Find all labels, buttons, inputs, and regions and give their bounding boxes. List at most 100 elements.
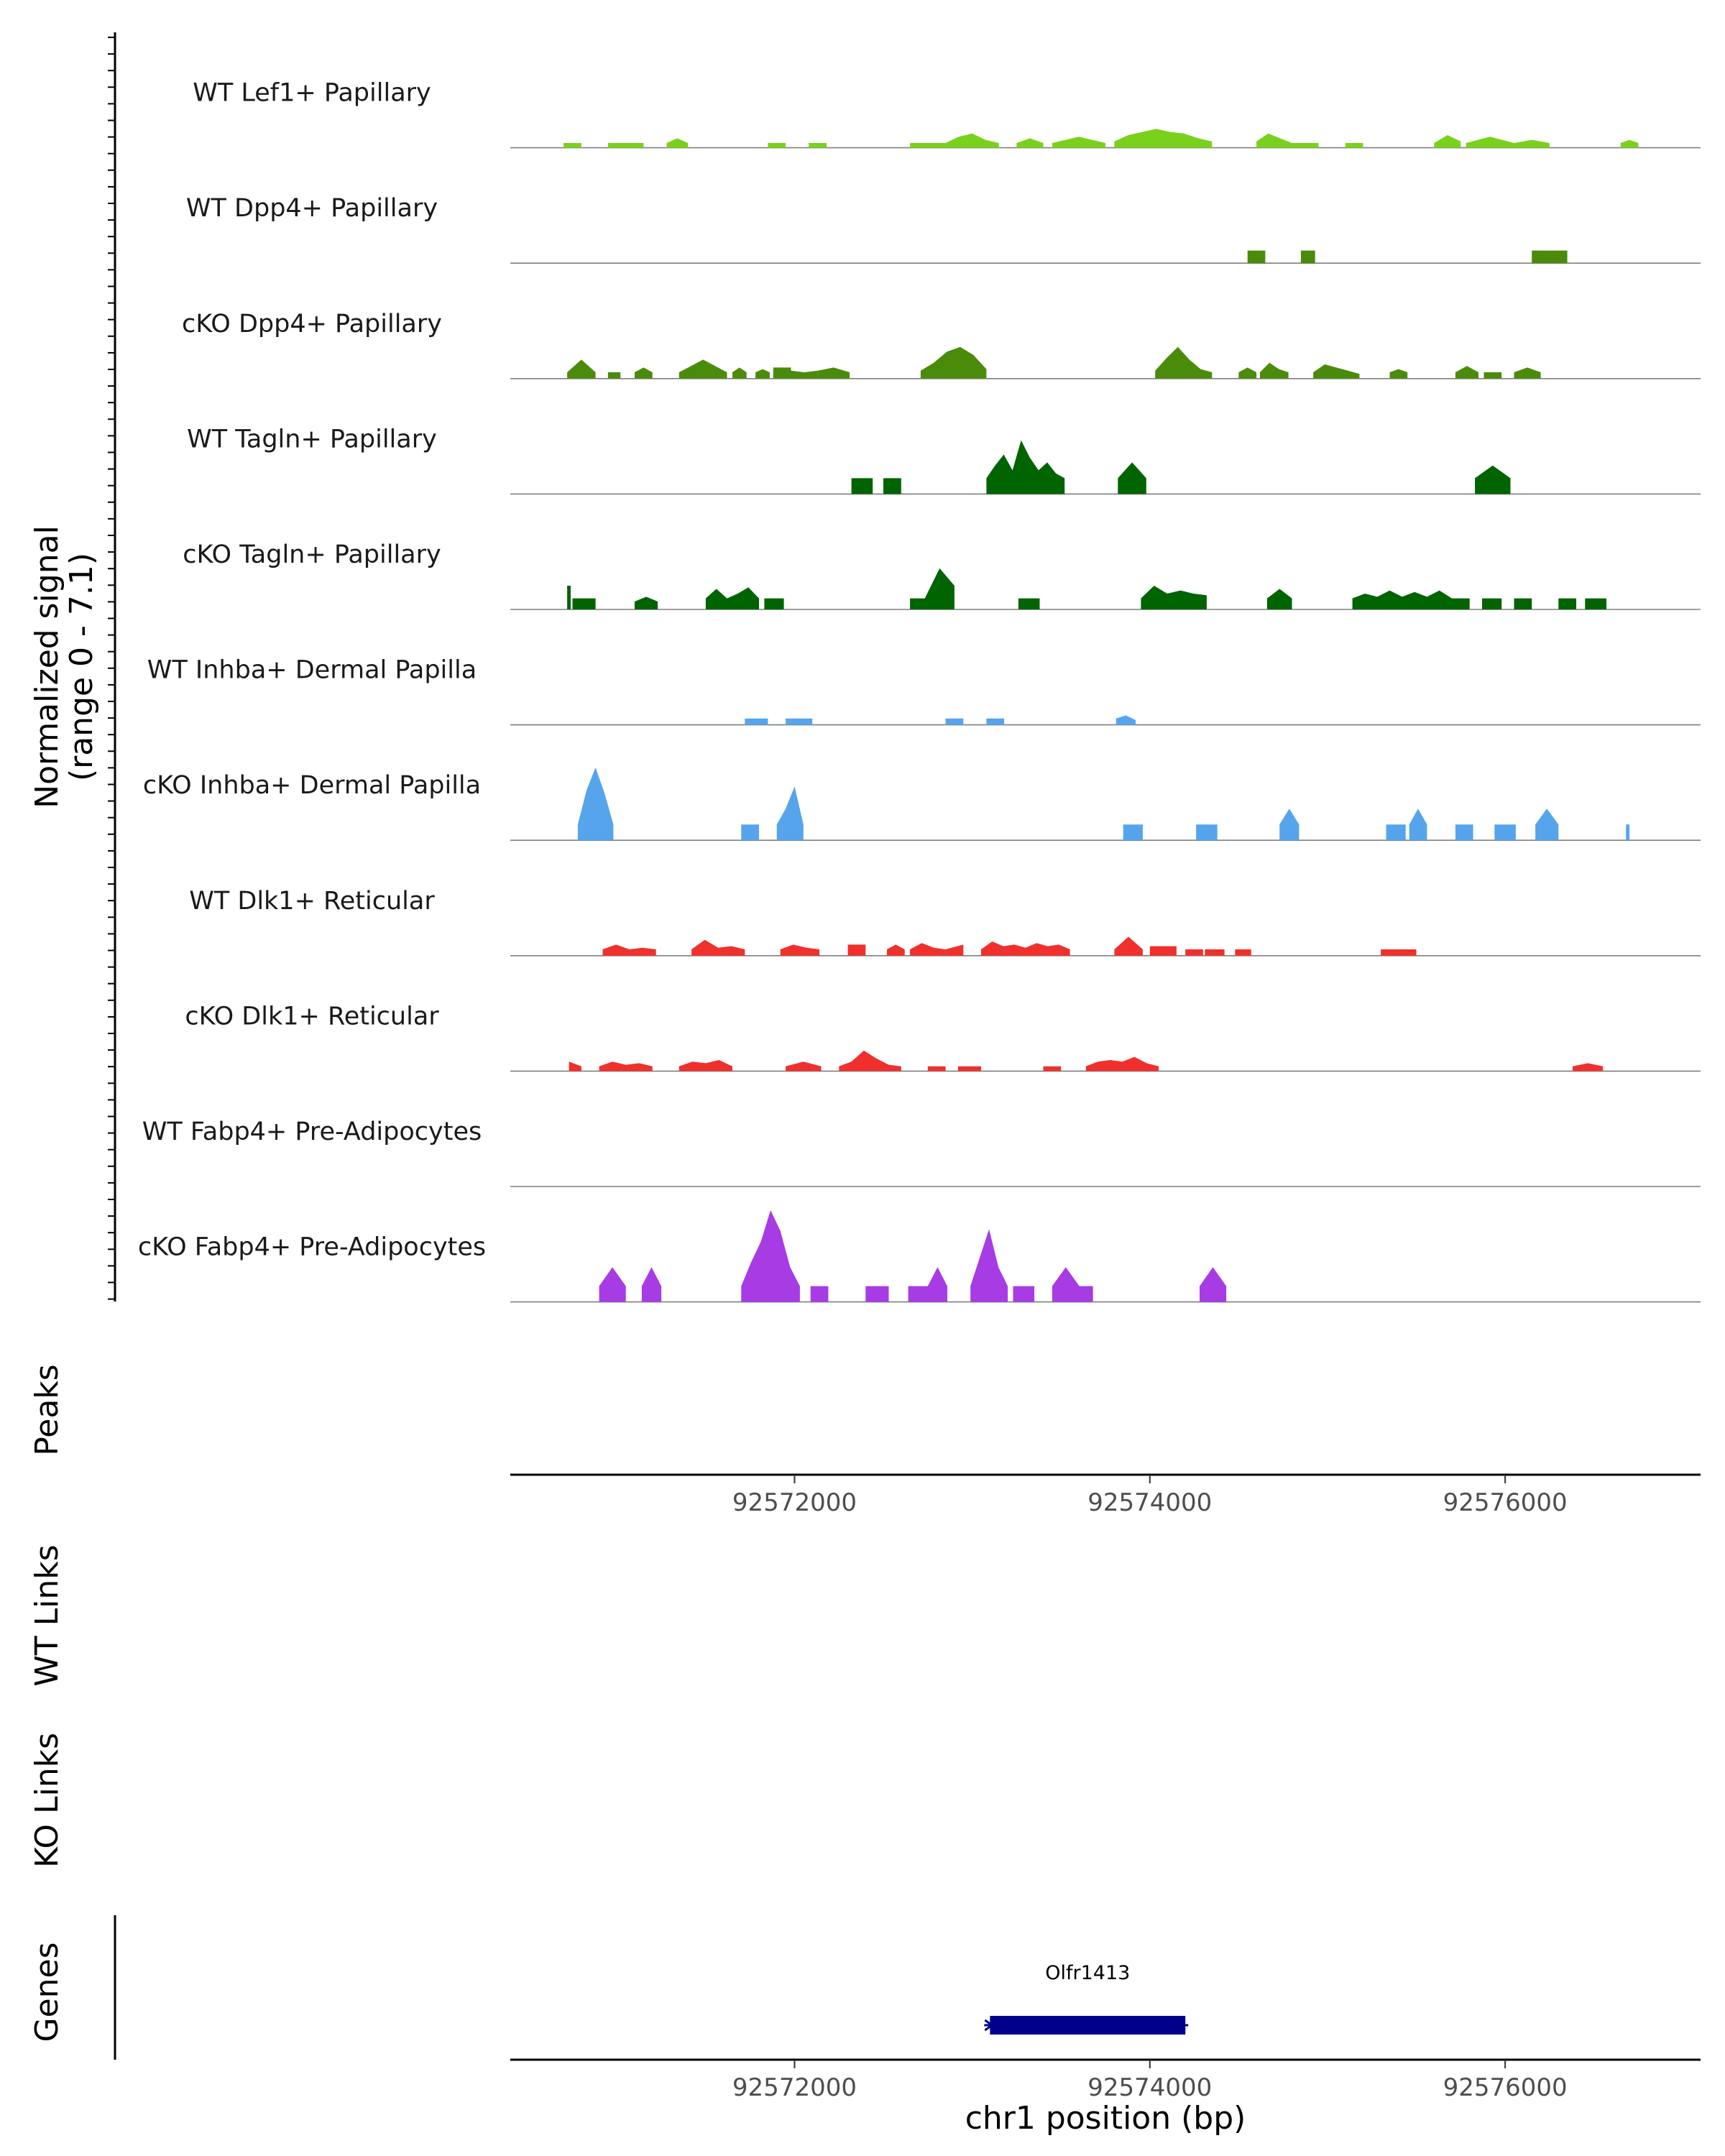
coverage-area	[1313, 364, 1360, 379]
coverage-area	[1238, 367, 1257, 379]
coverage-area	[1149, 946, 1177, 956]
genes-x-axis-ticks: 92572000 92574000 92576000	[732, 2060, 1568, 2102]
coverage-area	[1409, 808, 1427, 841]
coverage-area	[957, 1066, 981, 1072]
coverage-area	[1573, 1063, 1604, 1072]
gene-label: Olfr1413	[1045, 1962, 1130, 1984]
track-label: WT Lef1+ Papillary	[193, 79, 431, 108]
coverage-area	[986, 718, 1005, 725]
coverage-area	[780, 944, 820, 956]
coverage-area	[847, 944, 866, 956]
coverage-area	[1155, 346, 1213, 379]
coverage-area	[1300, 250, 1315, 264]
coverage-area	[607, 143, 644, 148]
coverage-area	[1013, 1286, 1035, 1302]
coverage-area	[745, 718, 768, 725]
coverage-area	[883, 478, 901, 494]
track-label: cKO Tagln+ Papillary	[183, 540, 441, 569]
coverage-area	[768, 143, 786, 148]
x-axis-title: chr1 position (bp)	[965, 2100, 1246, 2137]
ko-links-panel-label: KO Links	[29, 1733, 65, 1868]
coverage-area	[810, 1286, 829, 1302]
x-tick-label: 92572000	[732, 2073, 857, 2102]
coverage-area	[851, 478, 873, 494]
coverage-area	[945, 718, 964, 725]
coverage-area	[887, 944, 905, 956]
x-tick-label: 92574000	[1087, 2073, 1212, 2102]
coverage-area	[1196, 824, 1218, 841]
y-axis-title: Normalized signal	[29, 525, 65, 808]
coverage-tracks: WT Lef1+ Papillary WT Dpp4+ Papillary cKO …	[138, 79, 1701, 1303]
coverage-area	[1585, 598, 1606, 609]
gene-body	[990, 2016, 1186, 2035]
coverage-area	[927, 1066, 946, 1072]
track-label: cKO Dlk1+ Reticular	[185, 1002, 439, 1031]
track-label: cKO Inhba+ Dermal Papilla	[143, 771, 481, 800]
coverage-area	[773, 367, 791, 379]
coverage-area	[1455, 366, 1478, 379]
coverage-area	[908, 1286, 930, 1302]
coverage-area	[1118, 462, 1146, 494]
coverage-area	[599, 1061, 653, 1072]
coverage-area	[786, 1061, 822, 1072]
coverage-area	[1114, 129, 1213, 148]
coverage-area	[970, 1229, 1008, 1302]
coverage-area	[1185, 949, 1203, 956]
coverage-area	[1389, 369, 1408, 379]
coverage-area	[1532, 250, 1568, 264]
wt-links-panel-label: WT Links	[29, 1544, 65, 1686]
coverage-area	[786, 718, 813, 725]
coverage-area	[602, 944, 656, 956]
coverage-area	[569, 1061, 581, 1072]
coverage-area	[755, 369, 770, 379]
coverage-area	[678, 359, 727, 379]
coverage-area	[1514, 139, 1550, 148]
track-label: WT Fabp4+ Pre-Adipocytes	[142, 1118, 482, 1146]
coverage-area	[986, 440, 1065, 494]
coverage-area	[1141, 586, 1207, 609]
x-tick-label: 92576000	[1443, 2073, 1568, 2102]
coverage-area	[666, 138, 689, 148]
coverage-area	[910, 943, 946, 956]
coverage-area	[1200, 1267, 1227, 1302]
coverage-area	[635, 596, 658, 609]
peaks-x-axis-ticks: 92572000 92574000 92576000	[732, 1475, 1568, 1517]
coverage-area	[945, 133, 999, 148]
coverage-area	[1455, 824, 1473, 841]
coverage-area	[1114, 936, 1143, 956]
coverage-area	[1386, 824, 1406, 841]
coverage-area	[1352, 590, 1452, 609]
x-tick-label: 92574000	[1087, 1488, 1212, 1517]
coverage-area	[927, 1267, 947, 1302]
coverage-area	[1116, 715, 1136, 725]
coverage-y-axis-ticks	[108, 37, 115, 1300]
coverage-area	[1626, 824, 1630, 841]
strand-arrow-icon	[984, 2019, 994, 2032]
track-label: WT Tagln+ Papillary	[187, 425, 437, 453]
coverage-area	[1016, 138, 1044, 148]
coverage-area	[1381, 949, 1417, 956]
coverage-area	[1494, 824, 1516, 841]
gene-annotations: Olfr1413	[984, 1962, 1189, 2035]
coverage-area	[910, 143, 946, 148]
peaks-panel-label: Peaks	[29, 1364, 65, 1455]
coverage-area	[1434, 135, 1461, 148]
track-label: WT Inhba+ Dermal Papilla	[147, 656, 477, 685]
coverage-area	[1279, 808, 1300, 841]
coverage-area	[564, 143, 581, 148]
track-label: WT Dlk1+ Reticular	[189, 887, 435, 916]
coverage-area	[809, 143, 827, 148]
coverage-area	[1052, 1267, 1093, 1302]
coverage-area	[865, 1286, 889, 1302]
coverage-area	[1085, 1056, 1159, 1072]
coverage-area	[567, 359, 596, 379]
coverage-area	[910, 568, 954, 609]
coverage-area	[1205, 949, 1225, 956]
coverage-area	[1260, 362, 1289, 379]
coverage-area	[741, 1210, 800, 1302]
coverage-area	[741, 824, 759, 841]
coverage-area	[1052, 137, 1105, 148]
coverage-area	[1484, 372, 1502, 379]
coverage-area	[1535, 808, 1559, 841]
